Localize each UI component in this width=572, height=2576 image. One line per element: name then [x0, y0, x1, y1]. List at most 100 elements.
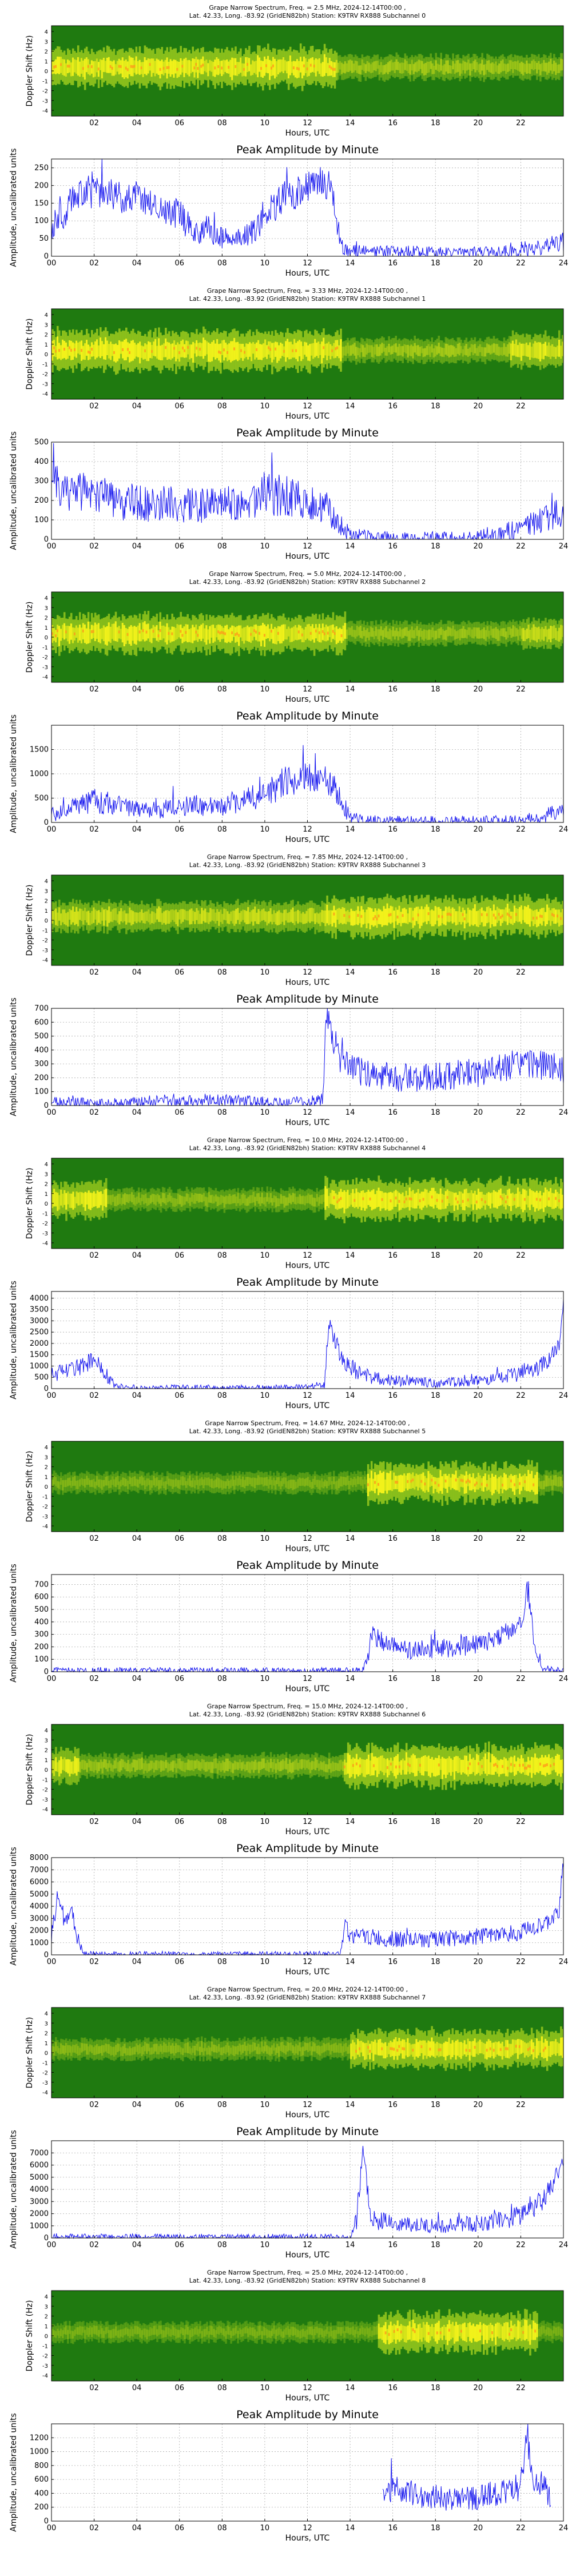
- amplitude-x-tick-label: 02: [89, 825, 99, 834]
- doppler-tick-label: -1: [42, 361, 48, 368]
- amplitude-x-tick-label: 16: [388, 1675, 398, 1683]
- amplitude-plot-9: [51, 1291, 563, 1389]
- doppler-tick-label: 2: [45, 1465, 48, 1471]
- amplitude-title: Peak Amplitude by Minute: [236, 144, 379, 156]
- spectrum-x-tick-label: 10: [260, 1251, 270, 1260]
- amplitude-x-axis-label: Hours, UTC: [285, 835, 330, 844]
- spectrum-x-tick-label: 02: [89, 1251, 99, 1260]
- spectrum-x-tick-label: 20: [474, 1535, 483, 1543]
- doppler-tick-label: -1: [42, 645, 48, 651]
- amplitude-x-tick-label: 20: [474, 1392, 483, 1400]
- spectrogram-core: [551, 344, 554, 357]
- spectrogram-core: [457, 1756, 459, 1773]
- doppler-tick-label: 0: [45, 69, 48, 75]
- amplitude-x-tick-label: 00: [47, 259, 57, 268]
- spectrum-x-axis-label: Hours, UTC: [285, 1261, 330, 1270]
- spectrum-x-tick-label: 02: [89, 402, 99, 411]
- doppler-tick-label: -2: [42, 1221, 48, 1227]
- amplitude-x-tick-label: 20: [474, 1675, 483, 1683]
- spectrogram-core: [448, 1474, 451, 1487]
- amplitude-y-axis-label: Amplitude, uncalibrated units: [9, 431, 18, 550]
- amplitude-x-tick-label: 02: [89, 259, 99, 268]
- amplitude-x-tick-label: 18: [431, 1675, 440, 1683]
- amplitude-x-tick-label: 12: [303, 259, 312, 268]
- doppler-tick-label: -3: [42, 948, 48, 954]
- amplitude-x-tick-label: 10: [260, 1392, 270, 1400]
- amplitude-x-tick-label: 06: [174, 542, 184, 551]
- spectrum-x-tick-label: 10: [260, 1535, 270, 1543]
- spectrum-subtitle: Lat. 42.33, Long. -83.92 (GridEN82bh) St…: [189, 578, 426, 586]
- spectrum-x-tick-label: 02: [89, 685, 99, 694]
- spectrum-x-tick-label: 14: [345, 1251, 355, 1260]
- spectrogram-core: [315, 1758, 317, 1770]
- spectrogram-core: [188, 1759, 190, 1770]
- spectrum-x-tick-label: 16: [388, 1251, 398, 1260]
- amplitude-x-tick-label: 06: [174, 1675, 184, 1683]
- amplitude-y-tick-label: 600: [34, 1593, 49, 1601]
- spectrogram-core: [498, 1477, 500, 1493]
- doppler-tick-label: -2: [42, 655, 48, 661]
- doppler-tick-label: -1: [42, 1211, 48, 1217]
- spectrogram-peak: [396, 1481, 399, 1484]
- spectrogram-4: [51, 592, 564, 682]
- amplitude-y-tick-label: 4000: [30, 1294, 49, 1303]
- amplitude-y-axis-label: Amplitude, uncalibrated units: [9, 148, 18, 267]
- spectrogram-peak: [460, 1479, 463, 1482]
- amplitude-x-tick-label: 06: [174, 825, 184, 834]
- doppler-tick-label: -4: [42, 108, 48, 114]
- amplitude-x-tick-label: 20: [474, 542, 483, 551]
- doppler-tick-label: -1: [42, 78, 48, 85]
- doppler-axis-label: Doppler Shift (Hz): [25, 35, 34, 107]
- spectrum-x-tick-label: 14: [345, 119, 355, 128]
- spectrum-title: Grape Narrow Spectrum, Freq. = 3.33 MHz,…: [207, 287, 408, 295]
- amplitude-y-tick-label: 400: [34, 1618, 49, 1627]
- spectrogram-core: [105, 1188, 108, 1207]
- amplitude-x-tick-label: 24: [559, 1392, 569, 1400]
- doppler-tick-label: 1: [45, 59, 48, 65]
- spectrum-x-tick-label: 06: [174, 685, 184, 694]
- spectrum-x-tick-label: 14: [345, 685, 355, 694]
- doppler-tick-label: 1: [45, 908, 48, 915]
- amplitude-y-tick-label: 200: [34, 1074, 49, 1082]
- spectrogram-core: [124, 1762, 126, 1769]
- spectrogram-0: [51, 26, 564, 116]
- amplitude-y-tick-label: 500: [34, 1032, 49, 1041]
- amplitude-plot-5: [51, 725, 563, 822]
- amplitude-y-tick-label: 300: [34, 1060, 49, 1068]
- amplitude-y-axis-label: Amplitude, uncalibrated units: [9, 714, 18, 833]
- spectrum-x-tick-label: 12: [303, 1251, 312, 1260]
- spectrum-x-tick-label: 10: [260, 968, 270, 977]
- doppler-tick-label: -3: [42, 1231, 48, 1237]
- spectrum-x-tick-label: 22: [516, 1251, 526, 1260]
- spectrum-x-tick-label: 04: [132, 119, 142, 128]
- doppler-tick-label: 3: [45, 39, 48, 45]
- amplitude-y-tick-label: 500: [34, 794, 49, 803]
- spectrum-x-tick-label: 06: [174, 402, 184, 411]
- spectrum-x-tick-label: 18: [431, 1535, 440, 1543]
- amplitude-y-tick-label: 100: [34, 1088, 49, 1096]
- doppler-tick-label: 2: [45, 332, 48, 339]
- spectrum-x-tick-label: 20: [474, 119, 483, 128]
- amplitude-x-tick-label: 24: [559, 1675, 569, 1683]
- spectrum-title: Grape Narrow Spectrum, Freq. = 5.0 MHz, …: [209, 570, 406, 578]
- doppler-tick-label: 0: [45, 1201, 48, 1207]
- amplitude-x-axis-label: Hours, UTC: [285, 1401, 330, 1410]
- spectrum-subtitle: Lat. 42.33, Long. -83.92 (GridEN82bh) St…: [189, 1144, 426, 1152]
- spectrum-subtitle: Lat. 42.33, Long. -83.92 (GridEN82bh) St…: [189, 295, 426, 303]
- amplitude-x-tick-label: 00: [47, 1108, 57, 1117]
- amplitude-y-axis-label: Amplitude, uncalibrated units: [9, 1564, 18, 1683]
- doppler-tick-label: -3: [42, 1514, 48, 1520]
- spectrum-x-tick-label: 20: [474, 402, 483, 411]
- spectrum-subtitle: Lat. 42.33, Long. -83.92 (GridEN82bh) St…: [189, 861, 426, 869]
- spectrogram-core: [251, 1761, 253, 1770]
- spectrogram-core: [422, 1472, 424, 1491]
- amplitude-x-tick-label: 10: [260, 1108, 270, 1117]
- spectrogram-core: [512, 1476, 514, 1491]
- doppler-tick-label: 1: [45, 342, 48, 348]
- spectrogram-core: [527, 345, 530, 357]
- amplitude-x-tick-label: 20: [474, 259, 483, 268]
- doppler-axis-label: Doppler Shift (Hz): [25, 319, 34, 390]
- spectrum-x-tick-label: 16: [388, 119, 398, 128]
- doppler-tick-label: -2: [42, 1504, 48, 1510]
- spectrum-subtitle: Lat. 42.33, Long. -83.92 (GridEN82bh) St…: [189, 12, 426, 19]
